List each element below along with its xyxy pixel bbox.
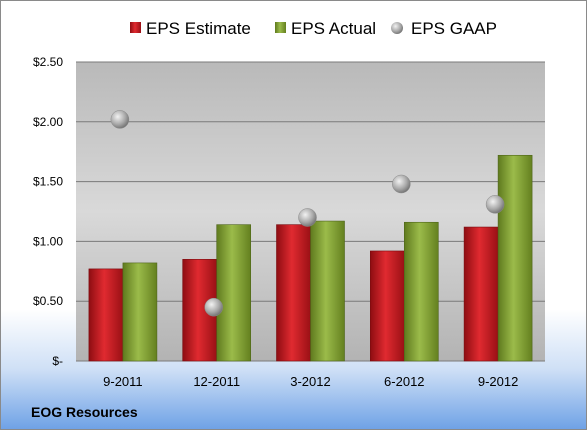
y-tick-label: $1.00	[33, 234, 63, 248]
point-eps-gaap[interactable]	[298, 208, 317, 227]
y-tick-label: $-	[52, 354, 63, 368]
y-tick-label: $1.50	[33, 175, 63, 189]
y-tick-label: $2.50	[33, 55, 63, 69]
gaap-points	[110, 110, 505, 317]
y-tick-label: $0.50	[33, 294, 63, 308]
bar-eps-estimate[interactable]	[369, 250, 405, 362]
point-eps-gaap[interactable]	[485, 195, 505, 214]
bar-eps-estimate[interactable]	[88, 268, 124, 362]
legend-label-eps-gaap: EPS GAAP	[411, 19, 497, 38]
x-tick-label: 3-2012	[290, 374, 330, 389]
bar-eps-estimate[interactable]	[463, 226, 499, 362]
bar-eps-estimate[interactable]	[276, 224, 311, 362]
legend: EPS Estimate EPS Actual EPS GAAP	[130, 19, 497, 38]
bar-eps-actual[interactable]	[122, 262, 158, 362]
bar-eps-actual[interactable]	[497, 154, 533, 362]
x-tick-label: 9-2011	[103, 374, 143, 389]
legend-item-eps-actual[interactable]: EPS Actual	[275, 19, 376, 38]
legend-item-eps-estimate[interactable]: EPS Estimate	[130, 19, 251, 38]
x-axis-labels: 9-2011 12-2011 3-2012 6-2012 9-2012	[103, 374, 518, 389]
y-axis-ticks: $2.50 $2.00 $1.50 $1.00 $0.50 $-	[33, 55, 63, 368]
bar-eps-actual[interactable]	[310, 220, 345, 362]
x-tick-label: 9-2012	[478, 374, 518, 389]
legend-label-eps-actual: EPS Actual	[291, 19, 376, 38]
footer-company-name: EOG Resources	[31, 404, 138, 420]
bars	[88, 154, 533, 362]
legend-swatch-eps-actual	[275, 22, 286, 33]
legend-label-eps-estimate: EPS Estimate	[146, 19, 251, 38]
point-eps-gaap[interactable]	[110, 110, 130, 129]
x-tick-label: 12-2011	[193, 374, 240, 389]
y-tick-label: $2.00	[33, 115, 63, 129]
legend-swatch-eps-estimate	[130, 22, 141, 33]
bar-eps-actual[interactable]	[403, 221, 439, 362]
x-tick-label: 6-2012	[384, 374, 424, 389]
point-eps-gaap[interactable]	[392, 174, 411, 194]
legend-item-eps-gaap[interactable]: EPS GAAP	[391, 19, 497, 38]
legend-swatch-eps-gaap	[391, 22, 403, 34]
point-eps-gaap[interactable]	[204, 297, 223, 317]
bar-eps-actual[interactable]	[216, 224, 251, 362]
